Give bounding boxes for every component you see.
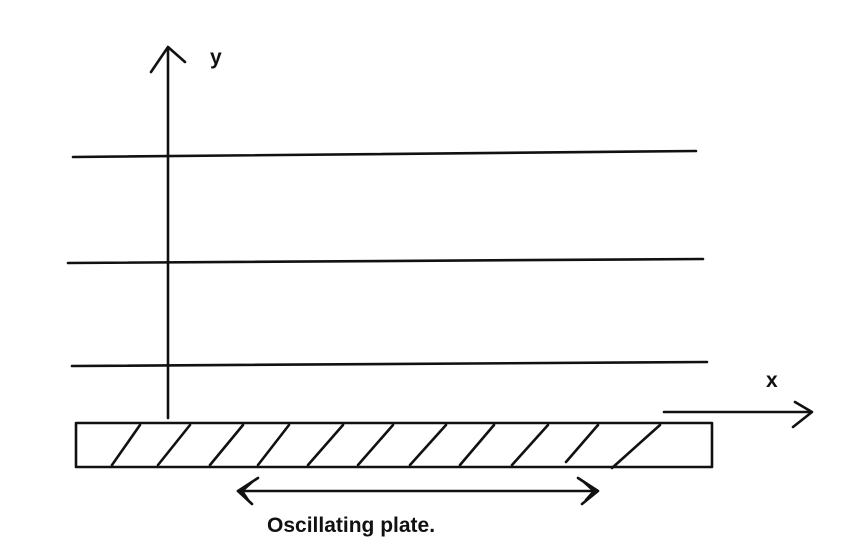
oscillation-arrow-left-head-inner: [240, 480, 254, 502]
fluid-line-bottom: [70, 360, 709, 368]
plate: [74, 421, 714, 469]
fluid-line-middle: [66, 257, 705, 265]
fluid-line-top: [71, 149, 698, 159]
plate-caption: Oscillating plate.: [267, 514, 436, 537]
x-axis-label: x: [766, 369, 778, 392]
y-axis-label: y: [210, 46, 222, 69]
y-axis-arrowhead: [149, 45, 187, 74]
plate-hatching: [110, 423, 662, 470]
oscillation-arrow-right-head-inner: [582, 480, 596, 502]
x-axis-arrowhead: [791, 400, 814, 429]
